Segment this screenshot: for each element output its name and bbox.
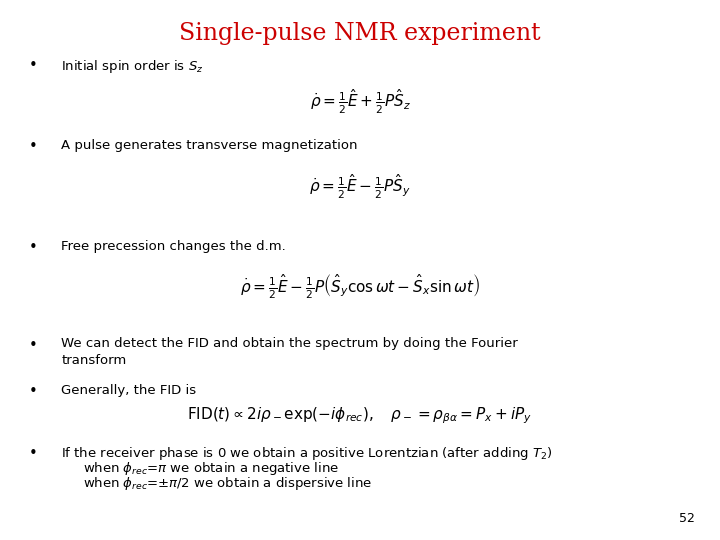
Text: Initial spin order is $S_z$: Initial spin order is $S_z$ xyxy=(61,58,204,75)
Text: We can detect the FID and obtain the spectrum by doing the Fourier
transform: We can detect the FID and obtain the spe… xyxy=(61,338,518,368)
Text: $\mathrm{FID}(t) \propto 2i\rho_- \exp(-i\phi_{rec}), \quad \rho_- = \rho_{\beta: $\mathrm{FID}(t) \propto 2i\rho_- \exp(-… xyxy=(187,405,533,426)
Text: Single-pulse NMR experiment: Single-pulse NMR experiment xyxy=(179,22,541,45)
Text: •: • xyxy=(29,384,37,400)
Text: $\dot{\rho} = \frac{1}{2}\hat{E} + \frac{1}{2}P\hat{S}_z$: $\dot{\rho} = \frac{1}{2}\hat{E} + \frac… xyxy=(310,88,410,116)
Text: If the receiver phase is 0 we obtain a positive Lorentzian (after adding $T_2$): If the receiver phase is 0 we obtain a p… xyxy=(61,446,553,462)
Text: •: • xyxy=(29,58,37,73)
Text: •: • xyxy=(29,446,37,461)
Text: when $\phi_{rec}$=$\pm\pi/2$ we obtain a dispersive line: when $\phi_{rec}$=$\pm\pi/2$ we obtain a… xyxy=(83,475,372,491)
Text: Free precession changes the d.m.: Free precession changes the d.m. xyxy=(61,240,286,253)
Text: when $\phi_{rec}$=$\pi$ we obtain a negative line: when $\phi_{rec}$=$\pi$ we obtain a nega… xyxy=(83,460,339,477)
Text: •: • xyxy=(29,338,37,353)
Text: 52: 52 xyxy=(679,512,695,525)
Text: •: • xyxy=(29,139,37,154)
Text: A pulse generates transverse magnetization: A pulse generates transverse magnetizati… xyxy=(61,139,358,152)
Text: $\dot{\rho} = \frac{1}{2}\hat{E} - \frac{1}{2}P\left(\hat{S}_y \cos\omega t - \h: $\dot{\rho} = \frac{1}{2}\hat{E} - \frac… xyxy=(240,273,480,301)
Text: $\dot{\rho} = \frac{1}{2}\hat{E} - \frac{1}{2}P\hat{S}_y$: $\dot{\rho} = \frac{1}{2}\hat{E} - \frac… xyxy=(309,173,411,201)
Text: •: • xyxy=(29,240,37,255)
Text: Generally, the FID is: Generally, the FID is xyxy=(61,384,197,397)
